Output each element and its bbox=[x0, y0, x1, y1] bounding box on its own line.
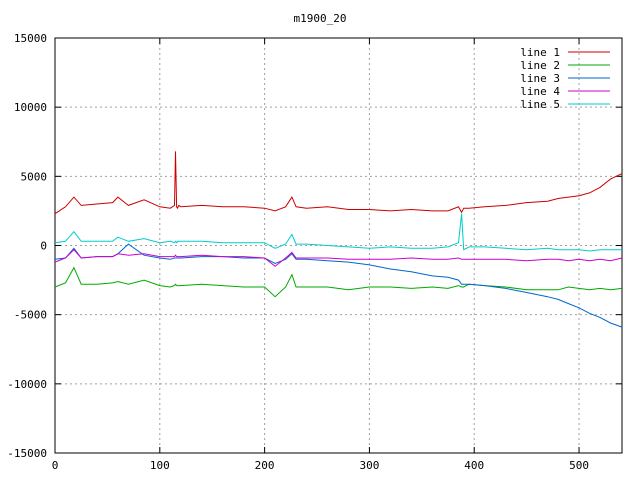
y-tick-label: 15000 bbox=[14, 32, 47, 45]
legend-label: line 5 bbox=[520, 98, 560, 111]
legend-label: line 1 bbox=[520, 46, 560, 59]
y-tick-label: 10000 bbox=[14, 101, 47, 114]
series-line-5 bbox=[54, 213, 622, 252]
x-tick-label: 400 bbox=[464, 459, 484, 472]
series-line-3 bbox=[54, 243, 623, 328]
chart-title: m1900_20 bbox=[293, 12, 347, 25]
y-tick-label: -15000 bbox=[7, 447, 47, 460]
legend-label: line 2 bbox=[520, 59, 560, 72]
series-line-4 bbox=[54, 248, 623, 267]
y-tick-label: 0 bbox=[40, 240, 47, 253]
y-tick-label: -5000 bbox=[14, 309, 47, 322]
x-tick-label: 200 bbox=[255, 459, 275, 472]
x-tick-label: 0 bbox=[52, 459, 59, 472]
series-line-2 bbox=[54, 266, 623, 298]
x-tick-label: 300 bbox=[359, 459, 379, 472]
series-line-1 bbox=[54, 151, 623, 215]
y-tick-label: -10000 bbox=[7, 378, 47, 391]
legend-label: line 4 bbox=[520, 85, 560, 98]
x-tick-label: 500 bbox=[569, 459, 589, 472]
y-tick-label: 5000 bbox=[21, 170, 48, 183]
x-tick-label: 100 bbox=[150, 459, 170, 472]
legend-label: line 3 bbox=[520, 72, 560, 85]
